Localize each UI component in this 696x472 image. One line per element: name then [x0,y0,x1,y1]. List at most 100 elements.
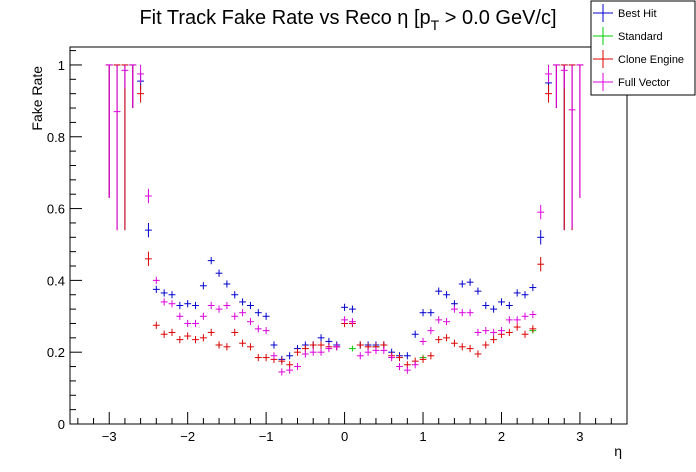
data-point [490,328,498,337]
data-point [286,366,294,374]
x-tick-label: −3 [102,429,117,444]
data-point [450,339,458,347]
data-point [474,328,482,337]
legend-box [590,0,696,96]
data-point [498,327,505,335]
data-point [349,318,356,326]
x-axis: −3 −2 −1 0 1 2 3 [77,412,628,444]
data-point [121,64,129,89]
data-point [247,318,254,326]
data-point [215,341,223,349]
data-point [513,323,521,331]
data-point [341,303,348,311]
data-point [356,352,364,360]
data-point [223,301,231,310]
data-point [199,282,207,290]
data-point [513,289,521,297]
data-point [113,64,121,231]
data-point [309,348,317,356]
data-point [435,336,443,344]
data-point [239,298,247,306]
data-point [207,301,215,310]
data-point [466,345,474,353]
data-point [317,341,325,349]
data-point [419,355,427,363]
data-point [199,312,207,320]
data-point [560,64,568,89]
data-point [482,301,490,310]
data-point [568,64,576,229]
data-point [403,352,411,360]
data-point [505,316,513,324]
data-point [372,346,380,354]
y-tick-label: 0 [58,417,65,432]
data-point [262,353,270,362]
data-point [223,343,231,351]
data-point [505,328,513,337]
data-point [317,334,325,342]
data-point [349,305,356,313]
data-point [450,305,458,313]
data-point [192,301,199,310]
data-point [396,362,403,371]
data-point [388,353,396,362]
data-point [254,325,262,333]
data-point [419,337,427,346]
data-point [560,64,568,231]
data-point [505,301,513,310]
data-point [537,204,545,220]
data-point [239,309,247,317]
data-point [435,287,443,295]
legend-label: Clone Engine [618,54,684,66]
data-point [474,287,482,295]
data-point [309,341,317,349]
data-point [152,285,160,293]
data-point [482,327,490,335]
data-point [192,336,199,344]
data-point [278,357,286,365]
data-point [301,350,309,358]
data-point [427,309,435,317]
data-point [490,305,498,313]
data-point [396,353,403,362]
data-point [356,341,364,349]
data-point [294,362,301,371]
data-point [254,353,262,362]
data-point [239,339,247,347]
data-point [529,325,537,333]
data-point [215,269,223,277]
x-tick-label: 1 [419,429,426,444]
y-axis-title: Fake Rate [29,66,45,131]
data-point [443,291,450,299]
data-point [184,300,192,308]
data-point [137,84,145,103]
data-point [466,309,474,317]
data-point [435,316,443,324]
data-point [380,346,388,354]
data-point [262,312,270,320]
data-point [160,330,168,338]
y-tick-label: 0.4 [47,273,65,288]
series-full-vector [105,64,584,376]
data-point [207,328,215,337]
data-point [443,334,450,342]
data-point [262,327,270,335]
data-point [545,64,552,83]
data-point [325,345,333,353]
x-tick-label: 2 [498,429,505,444]
data-point [207,257,215,265]
y-tick-label: 1 [58,58,65,73]
data-point [474,350,482,358]
data-point [317,348,325,356]
x-tick-label: −2 [180,429,195,444]
x-tick-label: 3 [576,429,583,444]
legend-entry: Clone Engine [593,50,684,68]
data-point [513,316,521,324]
legend-entry: Best Hit [593,4,657,22]
data-point [490,336,498,344]
legend-entry: Full Vector [593,73,670,91]
data-point [231,312,239,320]
data-point [521,291,529,299]
data-point [443,318,450,326]
